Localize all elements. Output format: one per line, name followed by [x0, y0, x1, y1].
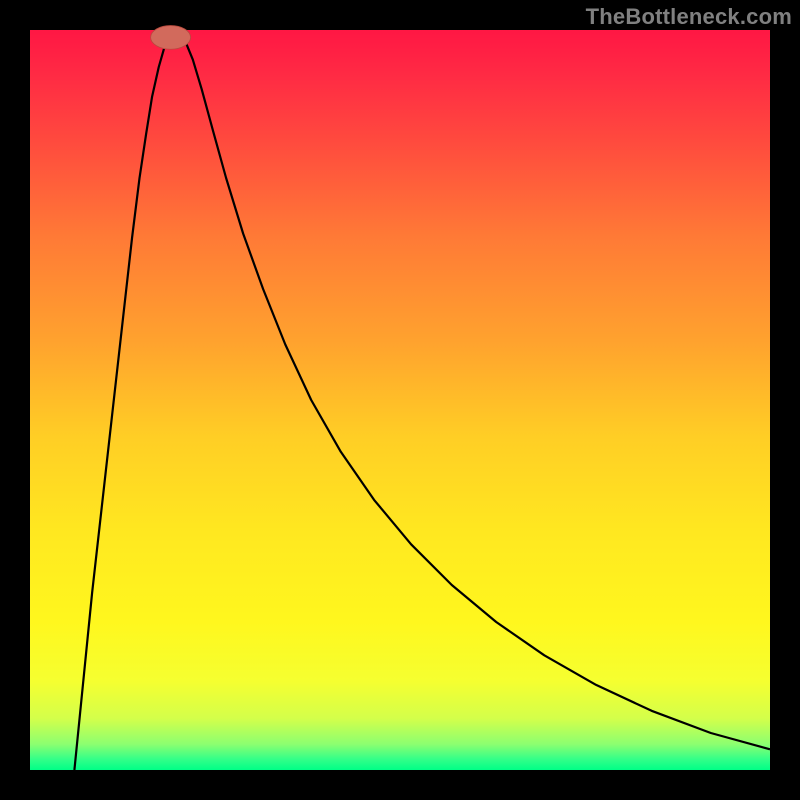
chart-container: TheBottleneck.com	[0, 0, 800, 800]
watermark-label: TheBottleneck.com	[586, 4, 792, 30]
optimal-point-marker	[151, 26, 191, 50]
bottleneck-chart	[0, 0, 800, 800]
plot-gradient-area	[30, 30, 770, 770]
